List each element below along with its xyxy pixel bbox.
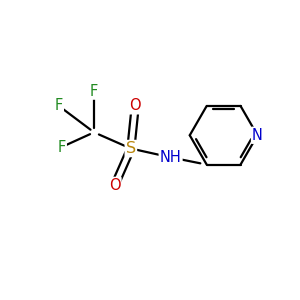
Text: F: F	[58, 140, 66, 154]
Text: NH: NH	[160, 150, 182, 165]
Text: F: F	[90, 84, 98, 99]
Text: S: S	[126, 141, 136, 156]
Text: F: F	[55, 98, 63, 113]
Text: O: O	[109, 178, 121, 193]
Text: O: O	[130, 98, 141, 113]
Text: N: N	[252, 128, 263, 143]
